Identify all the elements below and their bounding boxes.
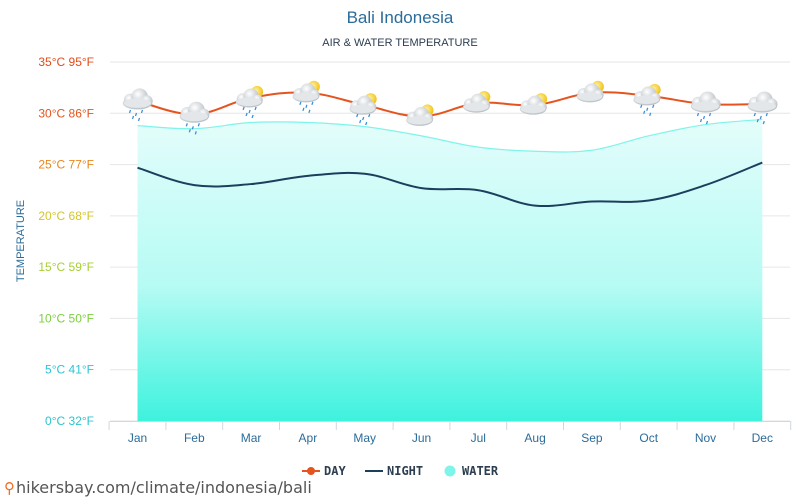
x-tick-label: Sep xyxy=(581,431,603,445)
location-pin-icon: ⚲ xyxy=(4,479,15,497)
day-line xyxy=(137,91,763,118)
sun-cloud-rain-icon xyxy=(349,93,377,126)
night-line xyxy=(137,161,763,208)
legend-item-day[interactable]: DAY xyxy=(302,464,346,478)
y-tick-label: 25°C 77°F xyxy=(38,158,94,172)
source-link[interactable]: hikersbay.com/climate/indonesia/bali xyxy=(16,478,312,497)
x-tick-label: Nov xyxy=(695,431,716,445)
source-footer[interactable]: ⚲hikersbay.com/climate/indonesia/bali xyxy=(4,478,312,497)
day-series xyxy=(137,91,763,118)
legend-item-night[interactable]: NIGHT xyxy=(365,464,423,478)
chart-title: Bali Indonesia xyxy=(347,8,454,27)
legend-water-marker xyxy=(444,465,456,477)
x-tick-label: Jun xyxy=(412,431,431,445)
weather-icons xyxy=(122,80,778,135)
y-tick-label: 5°C 41°F xyxy=(45,363,94,377)
legend-day-label: DAY xyxy=(324,464,346,478)
sun-cloud-icon xyxy=(519,93,548,115)
legend-night-label: NIGHT xyxy=(387,464,423,478)
x-tick-label: Feb xyxy=(184,431,205,445)
x-tick-label: Oct xyxy=(639,431,658,445)
night-series xyxy=(137,161,763,208)
y-axis-ticks: 0°C 32°F 5°C 41°F 10°C 50°F 15°C 59°F 20°C 6… xyxy=(38,55,94,428)
y-tick-label: 10°C 50°F xyxy=(38,311,94,325)
x-tick-label: Aug xyxy=(524,431,545,445)
chart-subtitle: AIR & WATER TEMPERATURE xyxy=(322,37,477,49)
x-tick-label: Mar xyxy=(241,431,262,445)
x-tick-label: Jul xyxy=(471,431,486,445)
x-tick-label: Dec xyxy=(752,431,773,445)
y-tick-label: 15°C 59°F xyxy=(38,260,94,274)
sun-cloud-icon xyxy=(463,91,491,113)
cloud-rain-icon xyxy=(747,91,778,125)
legend-water-label: WATER xyxy=(462,464,499,478)
legend-day-marker xyxy=(307,467,315,475)
x-tick-label: Jan xyxy=(128,431,147,445)
x-tick-label: Apr xyxy=(299,431,318,445)
y-tick-label: 0°C 32°F xyxy=(45,414,94,428)
y-tick-label: 20°C 68°F xyxy=(38,209,94,223)
y-tick-label: 35°C 95°F xyxy=(38,55,94,69)
sun-cloud-rain-icon xyxy=(235,85,264,119)
cloud-rain-icon xyxy=(690,91,721,125)
y-tick-label: 30°C 86°F xyxy=(38,106,94,120)
water-area xyxy=(137,119,763,421)
cloud-rain-icon xyxy=(122,88,153,122)
x-tick-label: May xyxy=(353,431,376,445)
x-axis: Jan Feb Mar Apr May Jun Jul Aug Sep Oct Nov Dec xyxy=(108,421,792,445)
water-line xyxy=(137,118,763,153)
legend: DAY NIGHT WATER xyxy=(302,464,499,478)
sun-cloud-icon xyxy=(406,104,434,126)
cloud-rain-icon xyxy=(179,101,210,135)
y-axis-label: TEMPERATURE xyxy=(15,200,27,282)
sun-cloud-rain-icon xyxy=(292,80,320,113)
sun-cloud-rain-icon xyxy=(633,83,661,117)
water-series xyxy=(137,118,763,421)
sun-cloud-icon xyxy=(576,80,604,103)
legend-item-water[interactable]: WATER xyxy=(444,464,499,478)
